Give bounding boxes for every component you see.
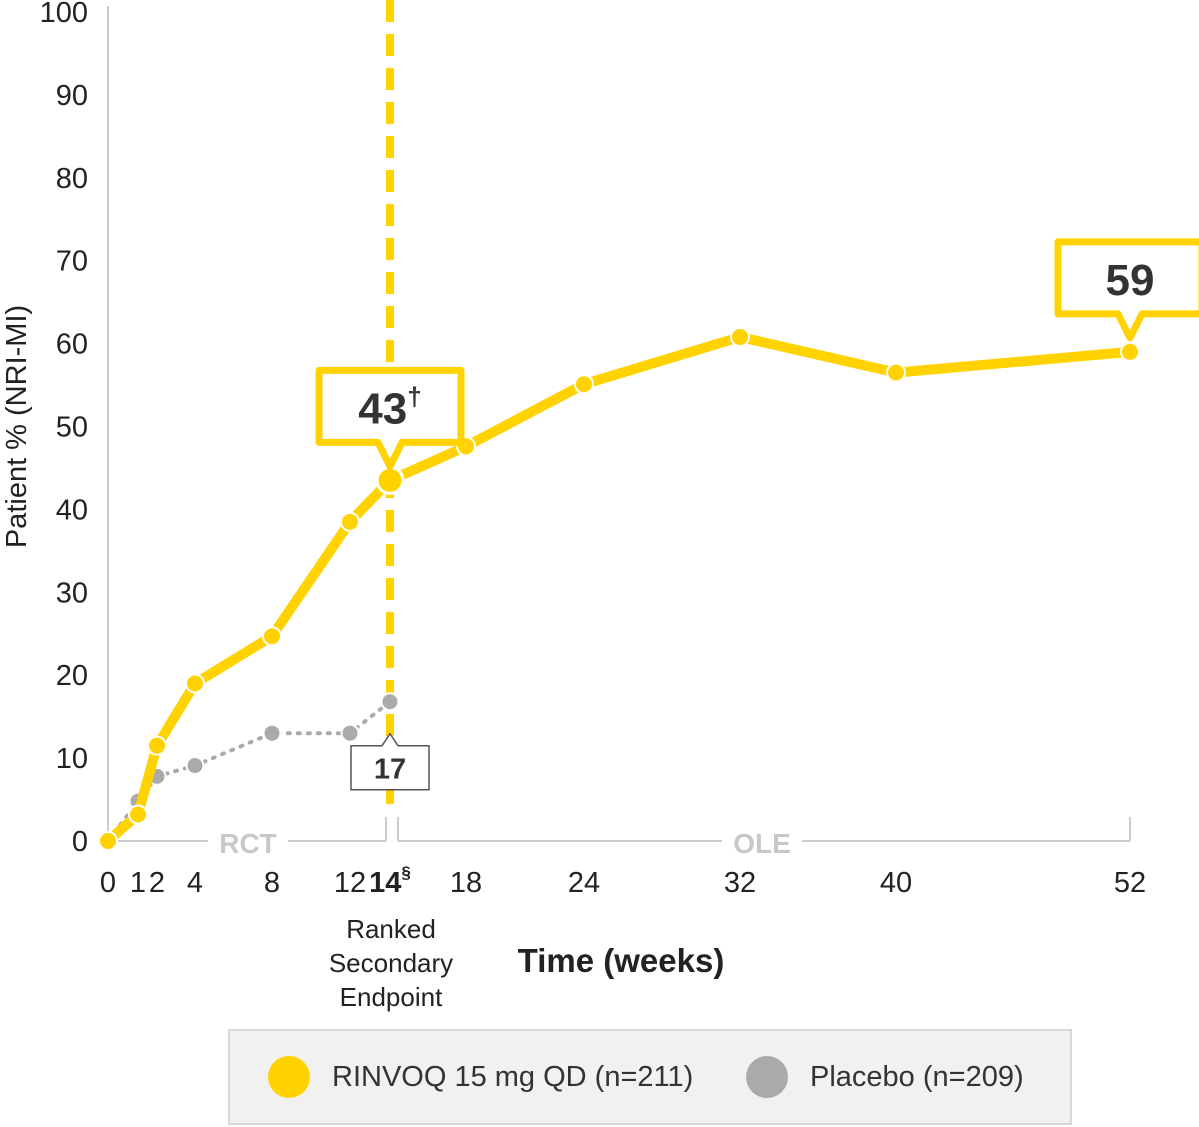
x-tick-label: 14§ [369,863,411,899]
period-label-ole: OLE [733,828,791,859]
x-axis-title: Time (weeks) [518,942,725,979]
rinvoq-point [574,374,594,395]
y-tick-label: 30 [56,577,88,609]
callout-rinvoq-week-14 [315,366,465,470]
x-tick-label: 2 [149,867,165,899]
x-tick-label: 0 [100,867,116,899]
callout-footnote-mark: † [407,381,421,411]
legend-item-placebo: Placebo (n=209) [746,1031,1024,1123]
rinvoq-point [128,804,148,825]
callout-placebo-week-14 [350,732,430,791]
callout-rinvoq-week-52 [1054,238,1199,342]
y-tick-label: 0 [72,826,88,858]
rinvoq-point [1120,341,1140,362]
y-tick-label: 50 [56,412,88,444]
rinvoq-point [730,326,750,347]
series-line-rinvoq [103,332,1135,846]
placebo-point [340,723,360,743]
x-tick-label: 12 [334,867,366,899]
period-label-bg [722,823,802,857]
x-tick-label: 32 [724,867,756,899]
x-tick-footnote-mark: § [401,863,410,882]
callout-value-rinvoq-week-52: 59 [1106,256,1155,305]
period-label-rct: RCT [219,828,277,859]
legend-swatch-placebo [746,1056,788,1098]
period-label-bg [208,823,288,857]
y-tick-label: 10 [56,743,88,775]
rinvoq-point [340,511,360,532]
legend-swatch-rinvoq [268,1056,310,1098]
legend-label-placebo: Placebo (n=209) [810,1060,1024,1093]
x-tick-label: 40 [880,867,912,899]
y-tick-label: 80 [56,163,88,195]
rinvoq-point [98,831,118,851]
endpoint-label-line: Ranked [346,914,436,944]
endpoint-label-line: Secondary [329,948,453,978]
rinvoq-point [262,626,282,647]
x-tick-label: 8 [264,867,280,899]
y-tick-label: 70 [56,246,88,278]
rinvoq-point [147,735,167,756]
y-tick-label: 100 [40,0,88,29]
y-tick-label: 60 [56,329,88,361]
legend-label-rinvoq: RINVOQ 15 mg QD (n=211) [332,1060,694,1093]
placebo-point [262,723,282,743]
rinvoq-point [375,465,405,495]
x-tick-label: 18 [450,867,482,899]
y-tick-label: 20 [56,660,88,692]
endpoint-label-line: Endpoint [340,982,443,1012]
y-tick-label: 40 [56,494,88,526]
placebo-point [380,692,400,712]
x-tick-label: 4 [187,867,203,899]
legend-item-rinvoq: RINVOQ 15 mg QD (n=211) [268,1031,693,1123]
x-tick-label: 1 [130,867,146,899]
callout-value-placebo-week-14: 17 [374,754,406,786]
rinvoq-point [886,362,906,383]
rinvoq-point [185,673,205,694]
y-axis-title: Patient % (NRI-MI) [1,305,33,548]
legend: RINVOQ 15 mg QD (n=211) Placebo (n=209) [228,1029,1072,1125]
x-tick-label: 52 [1114,867,1146,899]
y-tick-label: 90 [56,80,88,112]
x-tick-label: 24 [568,867,600,899]
placebo-point [185,756,205,776]
